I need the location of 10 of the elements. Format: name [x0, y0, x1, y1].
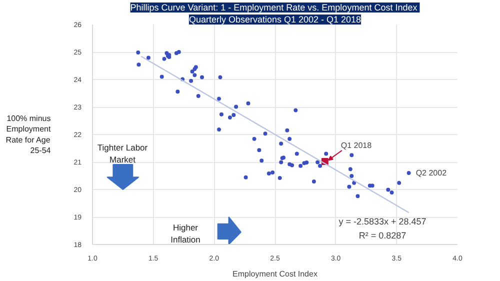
- annotation: R² = 0.8287: [358, 230, 406, 240]
- annotation: Tighter Labor Market: [97, 142, 148, 164]
- annotation: Q1 2018: [340, 140, 372, 150]
- y-axis-title: 100% minus Employment Rate for Age 25-54: [6, 114, 52, 156]
- annotation: Higher Inflation: [170, 222, 201, 244]
- chart-subtitle: Quarterly Observations Q1 2002 - Q1 2018: [188, 14, 362, 24]
- chart-title: Phillips Curve Variant: 1 - Employment Rate vs. Employment Cost Index: [130, 2, 418, 12]
- annotation: Q2 2002: [416, 168, 448, 178]
- x-axis-title: Employment Cost Index: [232, 270, 318, 278]
- annotation: y = -2.5833x + 28.457: [338, 216, 426, 226]
